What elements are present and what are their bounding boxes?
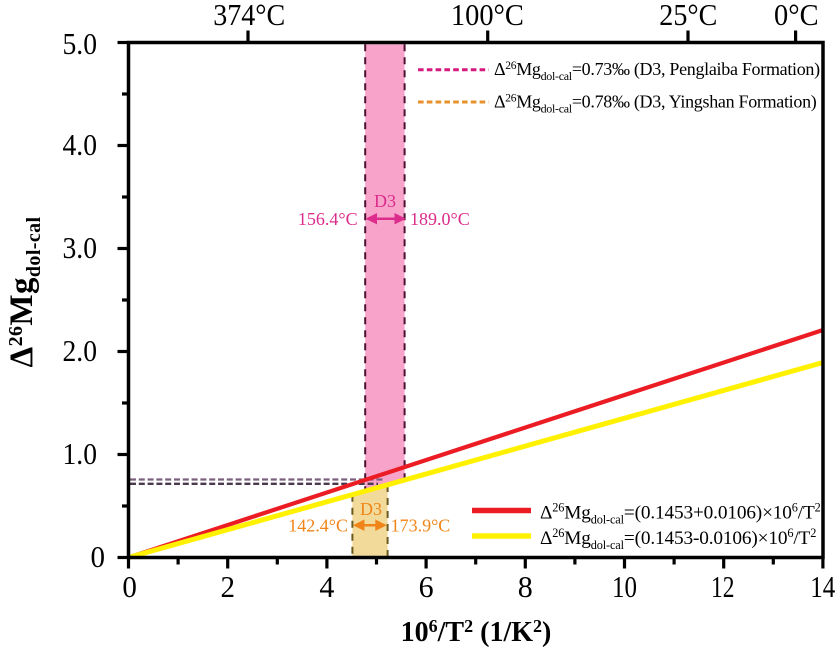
svg-text:Δ26Mgdol-cal=(0.1453-0.0106)×1: Δ26Mgdol-cal=(0.1453-0.0106)×106/T2	[540, 526, 816, 552]
svg-text:25°C: 25°C	[659, 0, 717, 32]
svg-text:156.4°C: 156.4°C	[298, 209, 358, 229]
svg-text:D3: D3	[360, 499, 382, 519]
svg-text:0: 0	[122, 569, 137, 604]
svg-text:173.9°C: 173.9°C	[391, 516, 451, 536]
svg-text:14: 14	[810, 569, 835, 604]
svg-text:8: 8	[518, 569, 533, 604]
svg-text:5.0: 5.0	[63, 26, 98, 61]
svg-text:2.0: 2.0	[63, 333, 98, 368]
svg-text:1.0: 1.0	[63, 436, 98, 471]
svg-text:4: 4	[319, 569, 334, 604]
svg-text:0: 0	[91, 539, 106, 574]
svg-text:D3: D3	[374, 191, 396, 211]
svg-text:Δ26Mgdol-cal=(0.1453+0.0106)×1: Δ26Mgdol-cal=(0.1453+0.0106)×106/T2	[540, 501, 821, 527]
svg-text:100°C: 100°C	[451, 0, 524, 32]
svg-text:374°C: 374°C	[213, 0, 285, 32]
svg-text:12: 12	[711, 569, 735, 604]
svg-text:10: 10	[612, 569, 637, 604]
svg-text:106/T2 (1/K2): 106/T2 (1/K2)	[401, 616, 552, 648]
svg-text:6: 6	[419, 569, 434, 604]
svg-text:3.0: 3.0	[63, 230, 98, 265]
svg-text:142.4°C: 142.4°C	[288, 516, 348, 536]
svg-text:189.0°C: 189.0°C	[410, 209, 470, 229]
svg-text:0°C: 0°C	[774, 0, 819, 32]
svg-text:2: 2	[220, 569, 235, 604]
svg-text:4.0: 4.0	[63, 127, 98, 162]
